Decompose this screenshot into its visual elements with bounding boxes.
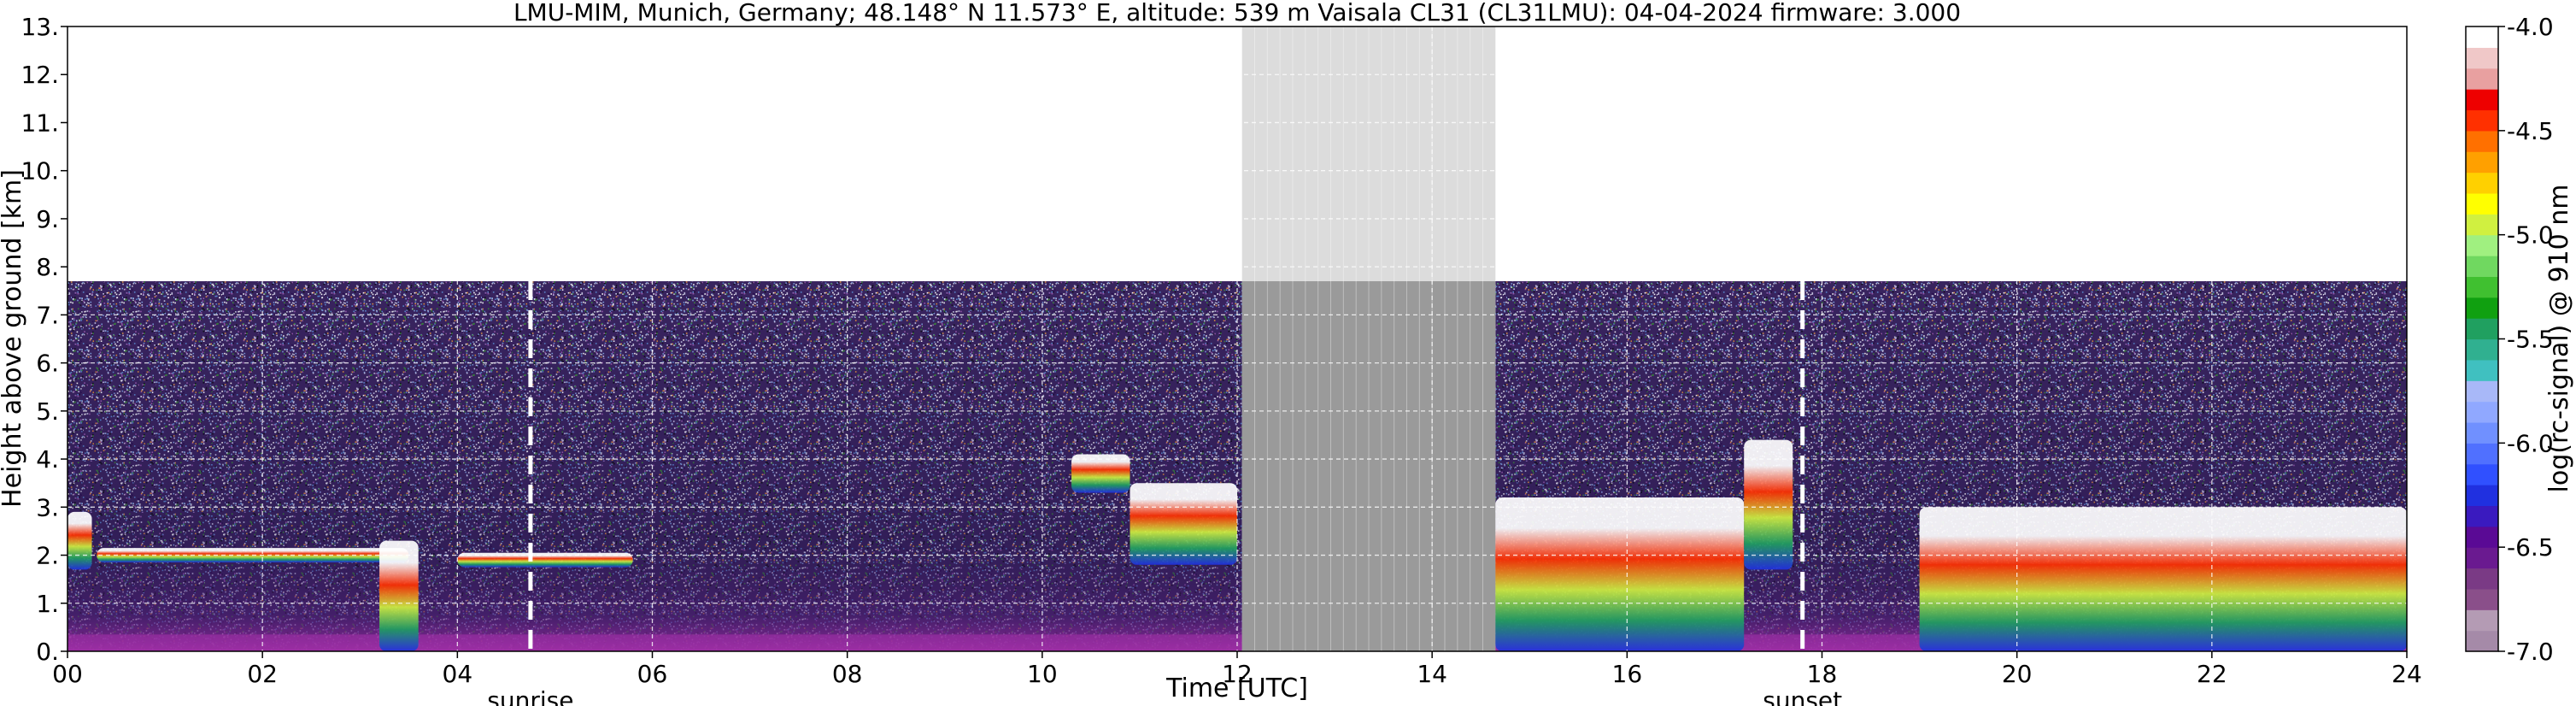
- y-tick-label: 0.: [36, 638, 59, 666]
- cloud-layer-7: [1744, 439, 1793, 570]
- colorbar-segment: [2466, 276, 2498, 298]
- colorbar-segment: [2466, 505, 2498, 527]
- x-tick-label: 22: [2197, 660, 2227, 688]
- colorbar-tick-label: -6.0: [2507, 429, 2554, 457]
- colorbar-segment: [2466, 547, 2498, 569]
- y-tick-label: 8.: [36, 253, 59, 281]
- colorbar-segment: [2466, 588, 2498, 610]
- colorbar-segment: [2466, 172, 2498, 194]
- signal-gradient: [67, 281, 1242, 651]
- colorbar-tick-label: -7.0: [2507, 638, 2554, 666]
- colorbar-segment: [2466, 463, 2498, 485]
- colorbar-segment: [2466, 380, 2498, 403]
- x-tick-label: 02: [247, 660, 278, 688]
- y-tick-label: 12.: [21, 61, 59, 89]
- sunset-label: sunset: [1763, 686, 1842, 706]
- x-tick-label: 20: [2002, 660, 2033, 688]
- colorbar-segment: [2466, 68, 2498, 90]
- cloud-layer-2: [379, 540, 419, 651]
- x-tick-label: 18: [1807, 660, 1838, 688]
- x-axis-title: Time [UTC]: [1165, 674, 1308, 703]
- cloud-layer-0: [67, 511, 92, 570]
- colorbar-segment: [2466, 234, 2498, 256]
- y-axis: 0. 1. 2. 3. 4. 5. 6. 7. 8. 9. 10. 11. 12. 13.: [21, 13, 67, 666]
- x-tick-label: 06: [637, 660, 668, 688]
- y-tick-label: 11.: [21, 109, 59, 137]
- y-tick-label: 10.: [21, 157, 59, 185]
- y-tick-label: 9.: [36, 205, 59, 233]
- data-gap-upper: [1241, 26, 1496, 282]
- colorbar-segment: [2466, 359, 2498, 381]
- colorbar-tick-label: -4.0: [2507, 13, 2554, 41]
- colorbar-segment: [2466, 338, 2498, 361]
- cloud-layer-4: [1071, 454, 1130, 493]
- y-tick-label: 1.: [36, 590, 59, 618]
- x-tick-label: 00: [52, 660, 83, 688]
- colorbar-segment: [2466, 192, 2498, 215]
- y-tick-label: 5.: [36, 397, 59, 426]
- y-tick-label: 6.: [36, 350, 59, 378]
- colorbar-segment: [2466, 47, 2498, 69]
- colorbar-segment: [2466, 401, 2498, 423]
- colorbar-segment: [2466, 526, 2498, 548]
- y-axis-title: Height above ground [km]: [0, 169, 27, 508]
- colorbar-tick-label: -4.5: [2507, 117, 2554, 145]
- colorbar-segment: [2466, 443, 2498, 465]
- cloud-layer-3: [457, 552, 633, 568]
- colorbar: -4.0 -4.5 -5.0 -5.5 -6.0 -6.5 -7.0: [2465, 13, 2554, 666]
- surface-layer: [67, 634, 1242, 651]
- data-gap-lower: [1241, 281, 1496, 651]
- grid-lines: [67, 26, 2407, 651]
- y-tick-label: 7.: [36, 301, 59, 329]
- cloud-layer-5: [1130, 483, 1237, 565]
- x-tick-label: 10: [1027, 660, 1058, 688]
- colorbar-segment: [2466, 485, 2498, 507]
- x-tick-label: 14: [1417, 660, 1447, 688]
- y-tick-label: 13.: [21, 13, 59, 41]
- colorbar-segment: [2466, 297, 2498, 319]
- colorbar-segment: [2466, 130, 2498, 152]
- colorbar-tick-label: -5.0: [2507, 221, 2554, 250]
- colorbar-segment: [2466, 109, 2498, 132]
- chart-title: LMU-MIM, Munich, Germany; 48.148° N 11.5…: [513, 0, 1961, 26]
- day-markers: sunrise sunset: [487, 281, 1842, 706]
- colorbar-segment: [2466, 421, 2498, 444]
- colorbar-tick-label: -5.5: [2507, 326, 2554, 354]
- colorbar-segment: [2466, 151, 2498, 174]
- colorbar-segment: [2466, 26, 2498, 48]
- colorbar-segment: [2466, 630, 2498, 652]
- y-tick-label: 2.: [36, 542, 59, 570]
- colorbar-segment: [2466, 214, 2498, 236]
- plot-area: [67, 26, 2407, 651]
- colorbar-segment: [2466, 256, 2498, 277]
- colorbar-tick-label: -6.5: [2507, 533, 2554, 562]
- x-tick-label: 24: [2391, 660, 2422, 688]
- cloud-layer-8: [1919, 507, 2407, 651]
- y-tick-label: 4.: [36, 445, 59, 474]
- colorbar-segment: [2466, 609, 2498, 632]
- x-axis: 00 02 04 06 08 10 12 14 16 18 20 22 24: [52, 651, 2422, 688]
- colorbar-segment: [2466, 89, 2498, 111]
- sunrise-label: sunrise: [487, 686, 573, 706]
- x-tick-label: 12: [1222, 660, 1253, 688]
- colorbar-title: log(rc-signal) @ 910 nm: [2544, 185, 2574, 493]
- colorbar-segment: [2466, 568, 2498, 590]
- cloud-layer-6: [1495, 497, 1745, 651]
- colorbar-segment: [2466, 318, 2498, 340]
- y-tick-label: 3.: [36, 493, 59, 521]
- x-tick-label: 04: [443, 660, 473, 688]
- x-tick-label: 08: [832, 660, 863, 688]
- x-tick-label: 16: [1612, 660, 1643, 688]
